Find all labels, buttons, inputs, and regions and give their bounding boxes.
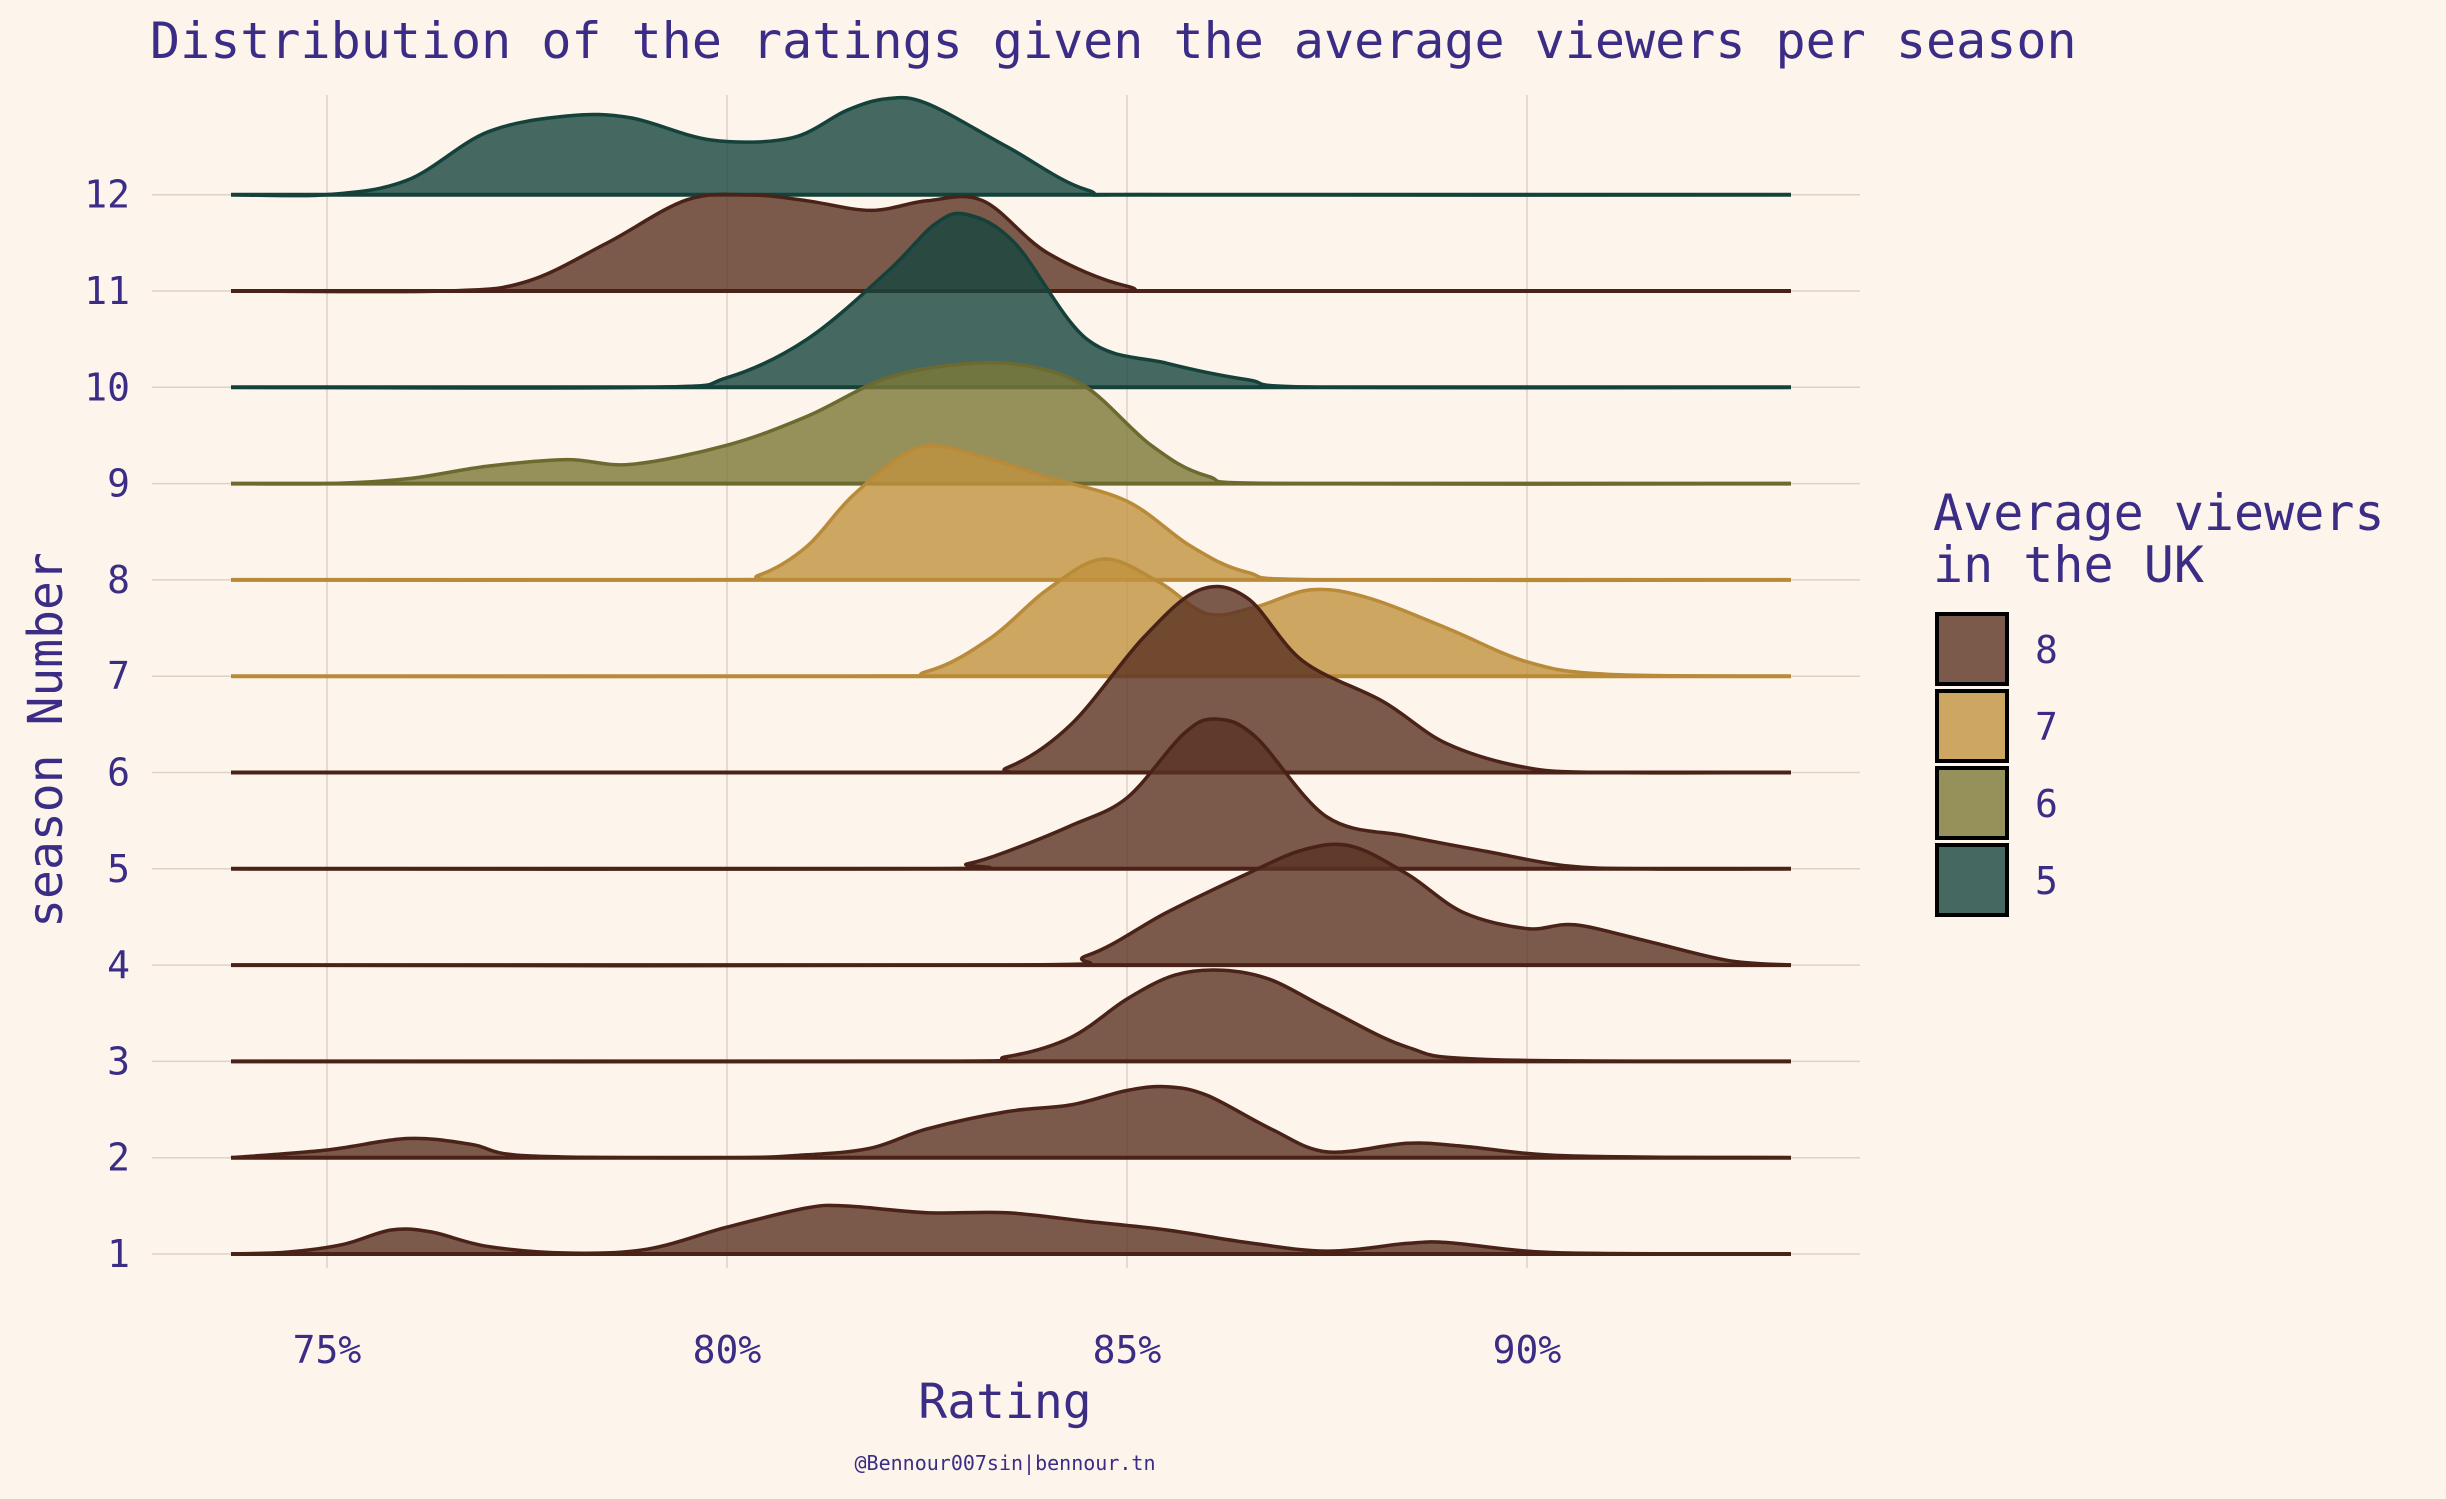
legend-key-5: [1935, 843, 2009, 917]
ridge-outline-season-5: [230, 717, 1792, 871]
y-tick-label-1: 1: [107, 1232, 130, 1276]
y-tick-label-2: 2: [107, 1136, 130, 1180]
y-tick-label-4: 4: [107, 943, 130, 987]
ridge-outline-season-2: [230, 1084, 1792, 1160]
legend-key-8: [1935, 612, 2009, 686]
y-tick-label-8: 8: [107, 558, 130, 602]
ridge-season-1: [231, 1205, 1791, 1254]
ridge-outline-season-3: [230, 968, 1792, 1064]
x-tick-label-80%: 80%: [693, 1328, 762, 1372]
y-tick-label-7: 7: [107, 654, 130, 698]
legend-title-line1: Average viewers: [1933, 484, 2385, 542]
caption: @Bennour007sin|bennour.tn: [854, 1451, 1155, 1475]
ridge-season-2: [231, 1086, 1791, 1158]
x-tick-label-85%: 85%: [1093, 1328, 1162, 1372]
ridge-outline-season-6: [230, 584, 1792, 775]
y-tick-label-11: 11: [84, 269, 130, 313]
ridge-season-12: [231, 97, 1791, 196]
ridge-season-6: [231, 586, 1791, 773]
x-tick-label-75%: 75%: [293, 1328, 362, 1372]
x-tick-label-90%: 90%: [1493, 1328, 1562, 1372]
ridges: [230, 95, 1792, 1256]
y-axis-title: season Number: [18, 552, 74, 928]
x-axis-title: Rating: [918, 1374, 1091, 1430]
y-tick-label-5: 5: [107, 847, 130, 891]
legend-label-5: 5: [2035, 859, 2058, 903]
legend-key-7: [1935, 689, 2009, 763]
legend-label-6: 6: [2035, 782, 2058, 826]
ridge-season-8: [231, 445, 1791, 581]
ridge-season-4: [231, 844, 1791, 966]
ridge-season-5: [231, 718, 1791, 870]
y-tick-label-12: 12: [84, 173, 130, 217]
ridge-season-7: [231, 559, 1791, 677]
ridge-season-9: [231, 362, 1791, 485]
chart-title: Distribution of the ratings given the av…: [150, 12, 2077, 70]
legend-title-line2: in the UK: [1933, 536, 2204, 594]
x-axis-ticks: 75% 80% 85% 90%: [293, 1328, 1562, 1372]
ridge-season-10: [231, 213, 1791, 389]
y-tick-label-6: 6: [107, 751, 130, 795]
ridge-season-3: [231, 969, 1791, 1062]
y-tick-label-9: 9: [107, 462, 130, 506]
legend-entries: 8 7 6 5: [1935, 612, 2058, 917]
legend: Average viewers in the UK 8 7 6 5: [1933, 484, 2385, 917]
legend-key-6: [1935, 766, 2009, 840]
y-tick-label-3: 3: [107, 1039, 130, 1083]
y-tick-label-10: 10: [84, 365, 130, 409]
legend-label-8: 8: [2035, 628, 2058, 672]
legend-label-7: 7: [2035, 705, 2058, 749]
ridge-outline-season-1: [230, 1203, 1792, 1256]
